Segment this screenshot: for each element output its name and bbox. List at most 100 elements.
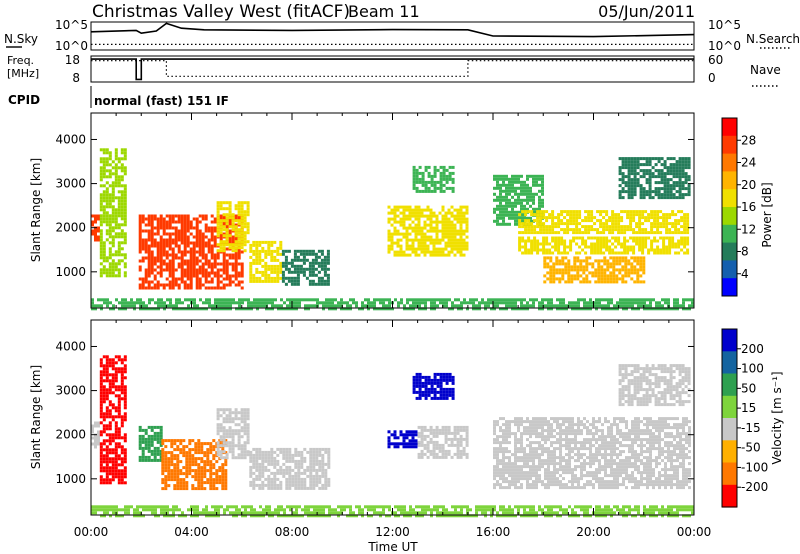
power-cell — [496, 222, 499, 226]
velocity-cell — [297, 483, 301, 487]
power-cell — [618, 271, 622, 275]
power-cell — [94, 220, 97, 224]
velocity-cell — [312, 480, 316, 484]
power-cell — [198, 244, 202, 248]
power-cell — [202, 301, 205, 305]
power-cell — [529, 219, 532, 223]
power-cell — [599, 251, 603, 255]
power-cell — [576, 259, 580, 263]
power-cell — [624, 256, 628, 260]
power-cell — [228, 220, 232, 224]
power-cell — [514, 189, 517, 193]
velocity-cell — [270, 450, 274, 454]
velocity-cell — [432, 440, 436, 444]
velocity-cell — [173, 469, 177, 473]
velocity-cell — [420, 449, 424, 453]
power-cell — [536, 216, 540, 220]
power-cell — [219, 249, 223, 253]
power-cell — [261, 246, 265, 250]
velocity-cell — [444, 452, 448, 456]
power-cell — [518, 248, 522, 252]
power-cell — [265, 298, 268, 302]
power-cell — [123, 166, 127, 170]
power-cell — [560, 228, 564, 232]
velocity-cell — [105, 427, 109, 431]
power-cell — [153, 268, 157, 272]
velocity-cell — [179, 448, 183, 452]
power-cell — [520, 174, 523, 178]
velocity-cell — [105, 481, 109, 485]
power-cell — [91, 298, 94, 302]
power-cell — [563, 242, 567, 246]
velocity-cell — [318, 459, 322, 463]
power-cell — [91, 307, 94, 311]
power-cell — [120, 163, 124, 167]
velocity-cell — [453, 431, 457, 435]
power-cell — [453, 235, 457, 239]
power-cell — [450, 205, 454, 209]
power-cell — [663, 193, 667, 197]
power-cell — [171, 241, 175, 245]
velocity-cell — [159, 452, 163, 456]
power-cell — [240, 271, 244, 275]
power-cell — [453, 253, 457, 257]
power-cell — [207, 271, 211, 275]
power-cell — [293, 276, 297, 280]
power-cell — [587, 231, 591, 235]
velocity-cell — [270, 483, 274, 487]
power-cell — [623, 210, 627, 214]
velocity-cell — [147, 443, 151, 447]
power-cell — [396, 205, 400, 209]
power-cell — [418, 298, 421, 302]
velocity-cell — [219, 450, 223, 454]
power-cell — [387, 232, 391, 236]
velocity-cell — [212, 472, 216, 476]
velocity-cell — [123, 475, 127, 479]
power-cell — [688, 304, 691, 308]
power-cell — [575, 219, 579, 223]
velocity-cell — [91, 442, 94, 446]
power-cell — [421, 298, 424, 302]
velocity-cell — [161, 460, 165, 464]
power-cell — [600, 268, 604, 272]
power-cell — [636, 166, 640, 170]
power-cell — [435, 235, 439, 239]
velocity-cell — [427, 381, 431, 385]
power-cell — [295, 304, 298, 308]
power-cell — [424, 168, 428, 172]
power-cell — [147, 265, 151, 269]
power-cell — [617, 236, 621, 240]
velocity-cell — [441, 425, 445, 429]
power-cell — [527, 239, 531, 243]
power-cell — [108, 163, 112, 167]
velocity-cell — [212, 439, 216, 443]
power-cell — [466, 307, 469, 311]
velocity-cell — [282, 447, 286, 451]
velocity-cell — [102, 379, 106, 383]
power-cell — [150, 265, 154, 269]
power-cell — [189, 268, 193, 272]
power-cell — [517, 174, 520, 178]
velocity-cell — [182, 466, 186, 470]
power-region — [91, 298, 694, 311]
power-cell — [163, 304, 166, 308]
power-cell — [108, 253, 112, 257]
velocity-cell — [173, 487, 177, 491]
power-cell — [388, 307, 391, 311]
power-cell — [261, 279, 265, 283]
power-cell — [102, 268, 106, 272]
power-cell — [273, 258, 277, 262]
power-cell — [444, 232, 448, 236]
power-cell — [644, 216, 648, 220]
velocity-cell — [465, 452, 469, 456]
power-cell — [412, 307, 415, 311]
power-cell — [659, 222, 663, 226]
power-cell — [420, 247, 424, 251]
velocity-cell — [216, 441, 220, 445]
power-cell — [535, 180, 538, 184]
velocity-cell — [108, 382, 112, 386]
power-cell — [183, 214, 187, 218]
power-cell — [293, 264, 297, 268]
velocity-cell — [105, 415, 109, 419]
power-cell — [582, 259, 586, 263]
